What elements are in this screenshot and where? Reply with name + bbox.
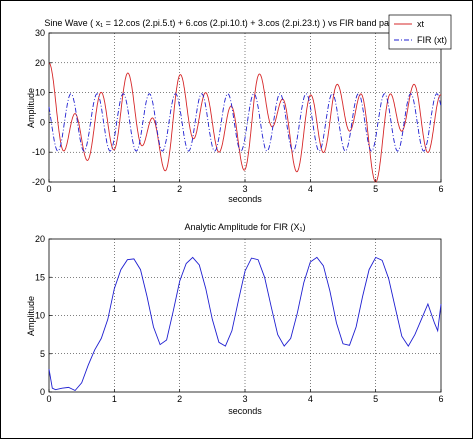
chart-1-legend: xt FIR (xt) [388,14,452,50]
x-tick-label: 5 [373,184,378,194]
y-tick-label: 20 [35,58,45,68]
chart-1: Sine Wave ( x₁ = 12.cos (2.pi.5.t) + 6.c… [26,14,452,204]
x-tick-label: 0 [46,394,51,404]
x-tick-label: 2 [177,394,182,404]
chart-1-x-ticks: 0 1 2 3 4 5 6 [46,179,444,194]
chart-2-series-group [48,256,442,392]
y-tick-label: 30 [35,28,45,38]
chart-1-title: Sine Wave ( x₁ = 12.cos (2.pi.5.t) + 6.c… [44,18,443,28]
x-tick-label: 1 [112,184,117,194]
chart-2-y-label: Amplitude [26,296,36,336]
legend-box [388,14,452,50]
x-tick-label: 2 [177,184,182,194]
chart-2-grid [49,239,441,392]
x-tick-label: 4 [308,184,313,194]
x-tick-label: 3 [242,394,247,404]
chart-2-title: Analytic Amplitude for FIR (X₁) [184,222,305,232]
x-tick-label: 6 [438,394,443,404]
x-tick-label: 0 [46,184,51,194]
series-line-1-2 [48,93,442,152]
chart-1-x-label: seconds [228,194,262,204]
y-tick-label: 10 [35,88,45,98]
legend-label-fir: FIR (xt) [417,35,447,45]
y-tick-label: 0 [40,387,45,397]
chart-2-x-label: seconds [228,406,262,416]
y-tick-label: 0 [40,117,45,127]
x-tick-label: 5 [373,394,378,404]
chart-1-y-label: Amplitude [26,88,36,128]
y-tick-label: 15 [35,272,45,282]
chart-2-y-ticks: 0 5 10 15 20 [35,234,52,397]
legend-label-xt: xt [417,19,425,29]
chart-2-x-ticks: 0 1 2 3 4 5 6 [46,389,444,404]
x-tick-label: 3 [242,184,247,194]
series-line-2-1 [48,256,442,392]
y-tick-label: 20 [35,234,45,244]
y-tick-label: 10 [35,311,45,321]
x-tick-label: 4 [308,394,313,404]
y-tick-label: -10 [32,147,45,157]
chart-1-y-ticks: -20 -10 0 10 20 30 [32,28,52,187]
y-tick-label: -20 [32,177,45,187]
x-tick-label: 1 [112,394,117,404]
y-tick-label: 5 [40,349,45,359]
chart-1-grid [49,33,441,182]
x-tick-label: 6 [438,184,443,194]
